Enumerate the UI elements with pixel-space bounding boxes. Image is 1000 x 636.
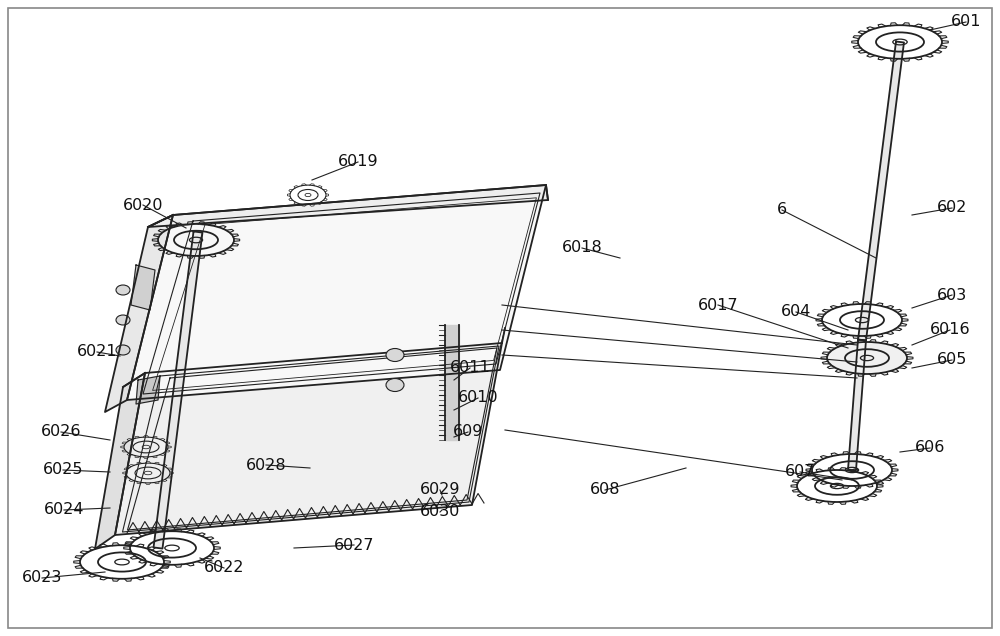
Ellipse shape: [827, 342, 907, 374]
Ellipse shape: [116, 345, 130, 355]
Text: 6011: 6011: [450, 361, 490, 375]
Text: 6022: 6022: [204, 560, 244, 576]
Text: 6025: 6025: [43, 462, 83, 478]
Polygon shape: [105, 215, 173, 412]
Text: 6026: 6026: [41, 424, 81, 439]
Text: 607: 607: [785, 464, 815, 480]
Polygon shape: [445, 325, 459, 440]
Text: 603: 603: [937, 287, 967, 303]
Text: 605: 605: [937, 352, 967, 368]
Text: 6024: 6024: [44, 502, 84, 518]
Text: 6020: 6020: [123, 198, 163, 212]
Text: 6030: 6030: [420, 504, 460, 520]
Text: 6010: 6010: [458, 391, 498, 406]
Text: 601: 601: [951, 15, 981, 29]
Polygon shape: [127, 185, 546, 400]
Text: 609: 609: [453, 424, 483, 439]
Text: 6023: 6023: [22, 570, 62, 586]
Polygon shape: [95, 373, 145, 549]
Polygon shape: [131, 265, 155, 310]
Polygon shape: [848, 340, 866, 470]
Text: 6019: 6019: [338, 155, 378, 170]
Polygon shape: [115, 343, 502, 535]
Ellipse shape: [386, 378, 404, 392]
Text: 602: 602: [937, 200, 967, 216]
Ellipse shape: [386, 349, 404, 361]
Text: 6021: 6021: [77, 345, 117, 359]
Polygon shape: [858, 41, 904, 340]
Text: 606: 606: [915, 441, 945, 455]
Text: 608: 608: [590, 483, 620, 497]
Text: 6016: 6016: [930, 322, 970, 338]
Polygon shape: [136, 376, 160, 404]
Ellipse shape: [116, 285, 130, 295]
Text: 6017: 6017: [698, 298, 738, 312]
Polygon shape: [154, 232, 202, 549]
Polygon shape: [148, 185, 548, 227]
Text: 604: 604: [781, 305, 811, 319]
Text: 6: 6: [777, 202, 787, 218]
Text: 6029: 6029: [420, 483, 460, 497]
Text: 6018: 6018: [562, 240, 602, 256]
Ellipse shape: [116, 315, 130, 325]
Text: 6028: 6028: [246, 457, 286, 473]
Text: 6027: 6027: [334, 537, 374, 553]
